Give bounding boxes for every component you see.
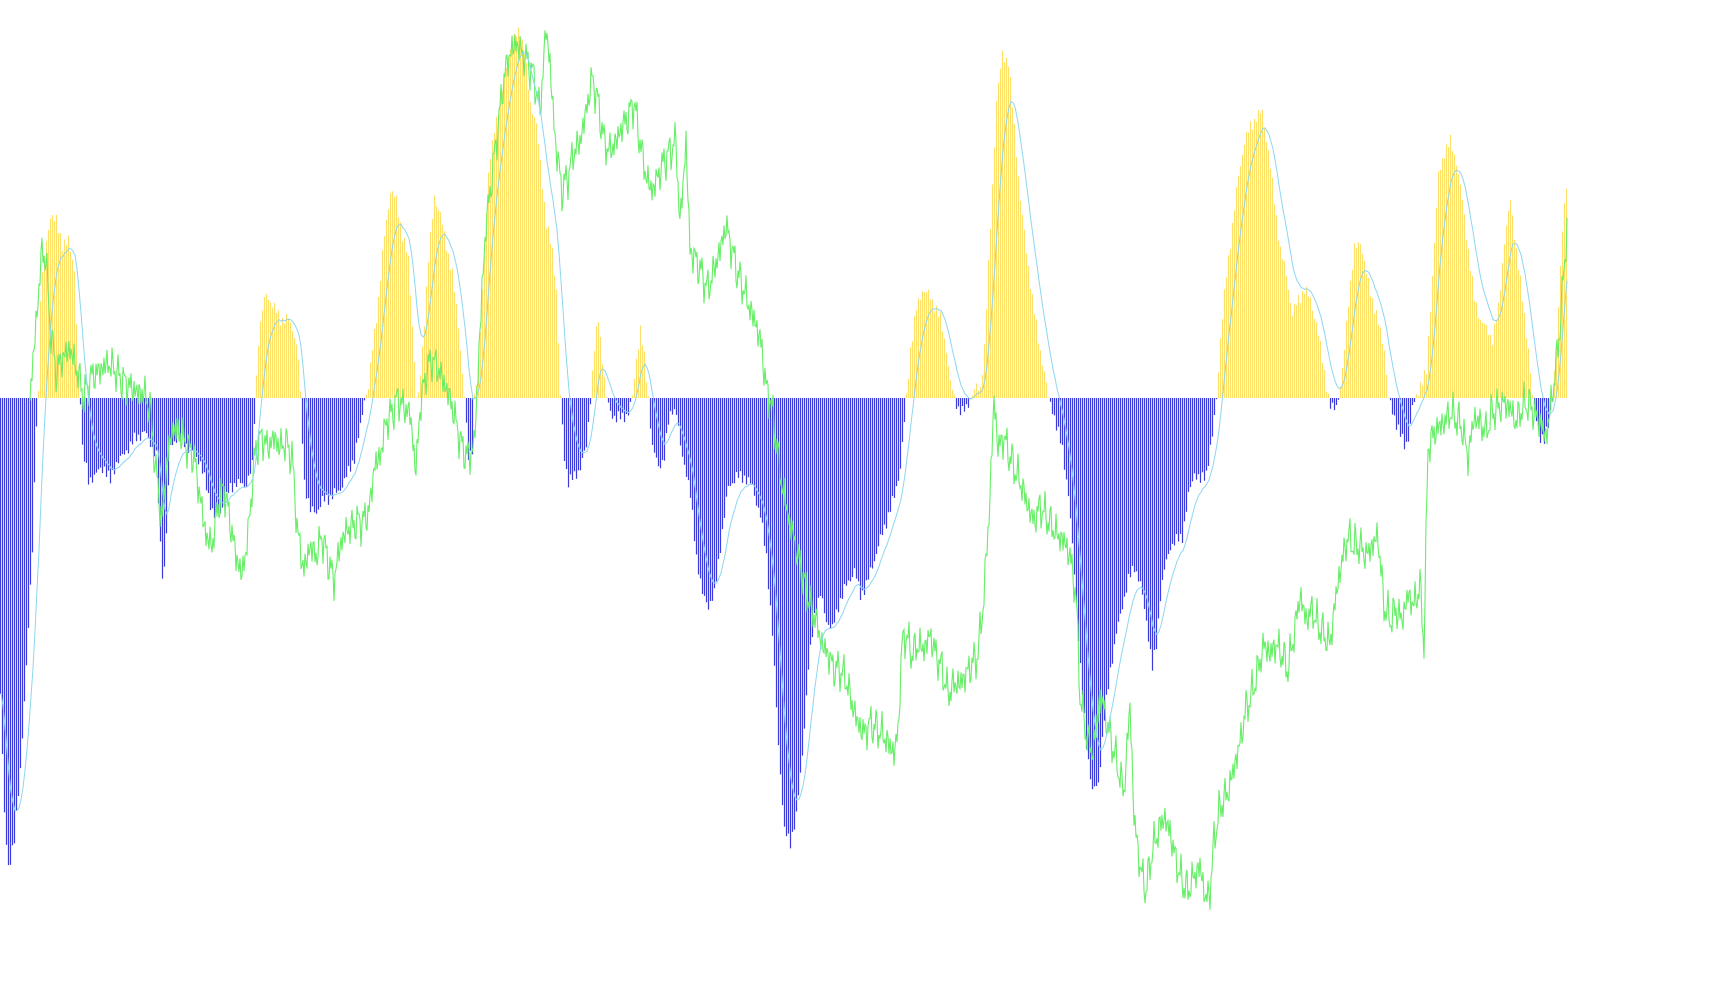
signal-line <box>0 52 1568 812</box>
histogram-bars <box>0 27 1568 866</box>
price-line <box>29 30 1568 910</box>
